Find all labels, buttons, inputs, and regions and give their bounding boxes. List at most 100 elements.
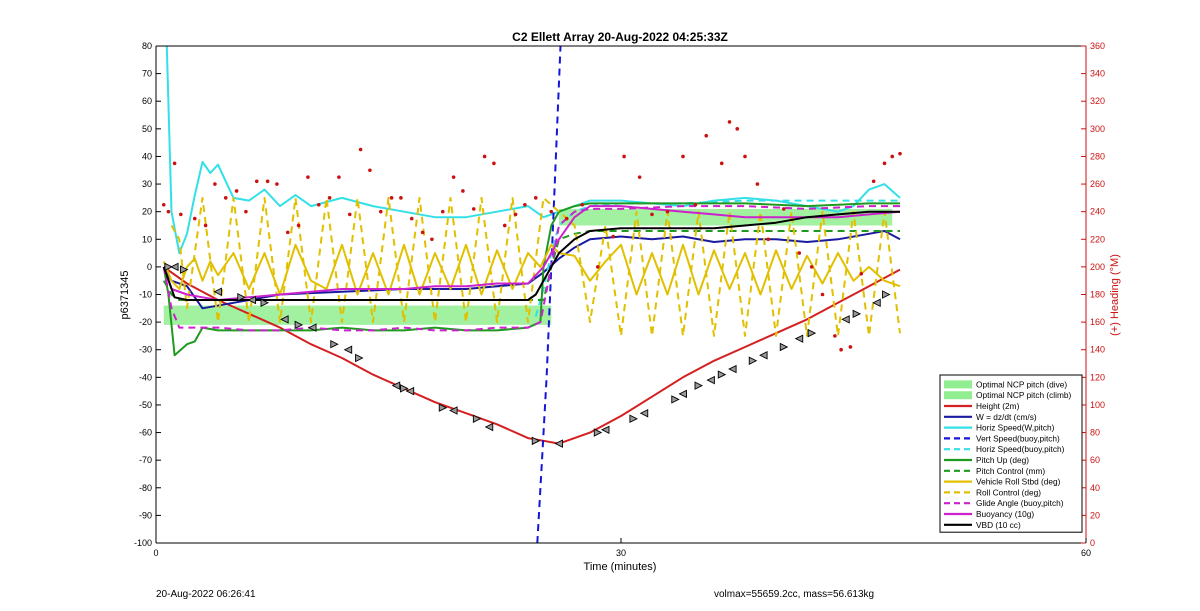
y-tick-label: -50 <box>139 400 152 410</box>
heading-point <box>595 265 600 269</box>
height-marker <box>531 436 541 446</box>
heading-point <box>461 189 465 193</box>
height-marker <box>400 384 409 393</box>
series-line-1 <box>162 230 901 310</box>
height-marker <box>706 375 715 385</box>
height-marker <box>629 414 638 423</box>
y2-tick-label: 100 <box>1090 400 1105 410</box>
height-marker <box>882 290 891 299</box>
legend: Optimal NCP pitch (dive)Optimal NCP pitc… <box>939 374 1083 533</box>
heading-point <box>337 175 341 179</box>
ncp-band-1 <box>559 208 893 226</box>
legend-label-11: Glide Angle (buoy,pitch) <box>976 498 1064 508</box>
plot-area: -100-90-80-70-60-50-40-30-20-10010203040… <box>134 41 1105 558</box>
heading-point <box>285 230 290 235</box>
heading-point <box>564 216 569 221</box>
heading-point <box>440 209 445 214</box>
x-tick-label: 30 <box>616 548 626 558</box>
height-marker <box>164 262 173 272</box>
y2-tick-label: 180 <box>1090 290 1105 300</box>
legend-label-1: Optimal NCP pitch (climb) <box>976 390 1072 400</box>
x-tick-label: 60 <box>1081 548 1091 558</box>
heading-point <box>533 196 538 200</box>
height-marker <box>484 422 494 432</box>
heading-point <box>743 154 747 159</box>
heading-point <box>523 202 527 207</box>
height-marker <box>678 389 687 399</box>
heading-point <box>781 207 786 211</box>
heading-point <box>820 292 825 297</box>
legend-label-10: Roll Control (deg) <box>976 487 1041 497</box>
height-marker <box>694 381 704 390</box>
legend-label-7: Pitch Up (deg) <box>976 455 1029 465</box>
series-line-9 <box>162 205 900 332</box>
height-marker <box>405 386 415 396</box>
heading-point <box>254 179 259 184</box>
heading-point <box>704 133 709 138</box>
y-tick-label: 60 <box>142 96 152 106</box>
height-marker <box>593 428 603 437</box>
y2-tick-label: 0 <box>1090 538 1095 548</box>
height-marker <box>449 406 458 415</box>
height-marker <box>391 381 401 390</box>
heading-point <box>451 175 456 179</box>
heading-point <box>833 334 837 338</box>
heading-point <box>898 151 902 156</box>
legend-label-8: Pitch Control (mm) <box>976 466 1045 476</box>
y2-tick-label: 40 <box>1090 483 1100 493</box>
heading-point <box>203 223 208 228</box>
legend-label-9: Vehicle Roll Stbd (deg) <box>976 477 1061 487</box>
series-line-4 <box>534 199 900 317</box>
height-marker <box>247 295 257 305</box>
heading-point <box>482 154 487 159</box>
series-line-11 <box>162 210 900 301</box>
heading-point <box>580 202 585 207</box>
legend-swatch-0 <box>944 380 972 389</box>
y2-tick-label: 80 <box>1090 428 1100 438</box>
heading-point <box>622 154 626 159</box>
height-marker <box>807 328 817 338</box>
y-tick-label: -30 <box>139 345 152 355</box>
height-marker <box>343 345 353 354</box>
heading-point <box>223 196 228 200</box>
height-marker <box>671 395 680 404</box>
heading-point <box>809 265 814 269</box>
data-layer <box>161 46 902 543</box>
heading-point <box>179 212 183 217</box>
height-marker <box>472 414 482 423</box>
heading-point <box>265 179 270 184</box>
height-marker <box>237 293 246 302</box>
y-tick-label: -20 <box>139 317 152 327</box>
heading-point <box>399 196 403 200</box>
y2-tick-label: 280 <box>1090 151 1105 161</box>
series-line-3 <box>536 46 562 543</box>
ncp-band-0 <box>163 305 552 325</box>
legend-box <box>939 374 1083 533</box>
height-marker <box>759 351 768 360</box>
height-marker <box>841 315 850 324</box>
heading-point <box>502 223 507 228</box>
height-marker <box>794 334 804 343</box>
heading-point <box>513 212 518 217</box>
y2-tick-label: 60 <box>1090 455 1100 465</box>
heading-point <box>727 120 732 124</box>
y2-tick-label: 240 <box>1090 207 1105 217</box>
height-marker <box>728 364 737 374</box>
height-marker <box>294 320 304 330</box>
heading-point <box>296 223 301 228</box>
heading-point <box>166 209 171 214</box>
legend-label-12: Buoyancy (10g) <box>976 509 1034 519</box>
heading-point <box>797 251 802 255</box>
y-tick-label: 70 <box>142 69 152 79</box>
y-tick-label: 0 <box>147 262 152 272</box>
y2-tick-label: 220 <box>1090 234 1105 244</box>
y-tick-label: -60 <box>139 428 152 438</box>
heading-point <box>420 230 425 235</box>
heading-point <box>637 175 642 179</box>
heading-point <box>681 154 685 159</box>
heading-point <box>316 202 321 207</box>
height-marker <box>170 262 179 272</box>
y2-tick-label: 160 <box>1090 317 1105 327</box>
y2-tick-label: 140 <box>1090 345 1105 355</box>
